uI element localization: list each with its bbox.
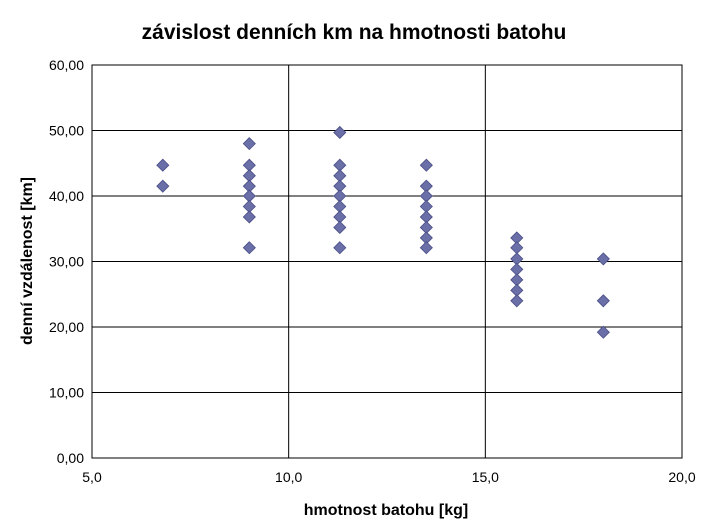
x-axis-label: hmotnost batohu [kg] — [304, 502, 468, 519]
data-point — [242, 137, 256, 151]
plot-area-border — [91, 64, 683, 459]
data-point — [419, 158, 433, 172]
data-point — [419, 241, 433, 255]
y-tick-label: 50,00 — [49, 123, 84, 139]
data-point — [510, 241, 524, 255]
y-tick-labels: 0,00 10,00 20,00 30,00 40,00 50,00 60,00 — [49, 57, 84, 466]
x-tick-label: 5,0 — [82, 469, 102, 485]
y-tick-label: 30,00 — [49, 254, 84, 270]
data-point — [333, 220, 347, 235]
chart-title: závislost denních km na hmotnosti batohu — [142, 21, 567, 44]
data-point — [596, 294, 610, 308]
data-point — [242, 241, 256, 255]
y-tick-label: 10,00 — [49, 385, 84, 401]
x-tick-label: 10,0 — [275, 469, 302, 485]
data-point — [333, 125, 347, 140]
y-tick-label: 60,00 — [49, 57, 84, 73]
x-tick-label: 20,0 — [668, 469, 695, 485]
y-axis-label: denní vzdálenost [km] — [19, 177, 36, 345]
data-point — [596, 325, 610, 339]
y-tick-label: 0,00 — [57, 450, 84, 466]
data-point — [596, 252, 610, 266]
x-tick-label: 15,0 — [472, 469, 499, 485]
data-point — [333, 241, 347, 255]
y-gridlines — [92, 64, 682, 459]
data-point — [510, 294, 524, 308]
y-tick-label: 20,00 — [49, 319, 84, 335]
data-points — [156, 125, 610, 339]
x-tick-labels: 5,0 10,0 15,0 20,0 — [82, 469, 696, 485]
data-point — [156, 158, 170, 172]
y-tick-label: 40,00 — [49, 188, 84, 204]
data-point — [242, 210, 256, 224]
data-point — [156, 179, 170, 193]
